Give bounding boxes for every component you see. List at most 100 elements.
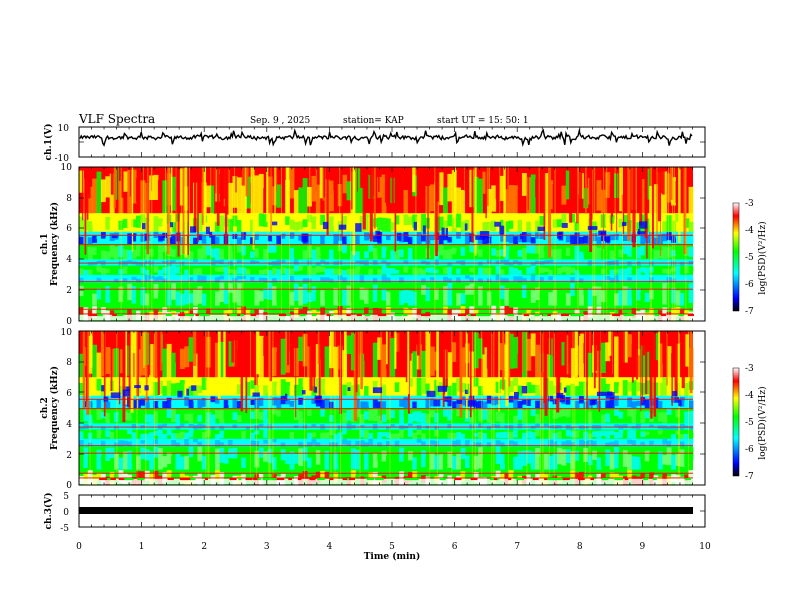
spectrogram-cell [412,351,418,388]
spectrogram-cell [96,260,102,264]
spectrogram-cell [179,293,185,316]
spectrogram-cell [688,221,694,239]
spectrogram-cell [364,270,369,278]
sferic-streak [225,331,229,371]
spectrogram-cell [118,430,124,439]
spectrogram-cell [600,439,606,447]
spectrogram-cell [311,286,317,302]
spectrogram-cell [381,401,387,412]
spectrogram-cell [561,441,567,446]
spectrogram-cell [565,293,571,313]
spectrogram-cell [105,401,111,410]
spectrogram-cell [399,447,405,462]
spectrogram-cell [605,400,611,411]
spectrogram-cell [407,236,413,249]
spectrogram-cell [614,440,619,447]
blue-patch [190,226,196,233]
spectrogram-cell [254,175,260,220]
sferic-streak [657,167,661,222]
spectrogram-cell [508,262,514,269]
spectrogram-cell [83,442,89,450]
spectrogram-cell [210,456,216,470]
spectrogram-cell [166,425,172,432]
spectrogram-cell [236,259,242,264]
spectrogram-cell [324,471,330,479]
spectrogram-cell [635,456,641,472]
spectrogram-cell [407,451,413,461]
spectrogram-cell [596,218,602,232]
spectrogram-cell [197,429,203,439]
spectrogram-cell [258,262,264,267]
spectrogram-cell [605,276,611,280]
spectrogram-cell [298,265,304,271]
spectrogram-cell [364,430,369,439]
spectrogram-cell [83,430,89,440]
spectrogram-cell [333,234,339,246]
spectrogram-cell [671,454,676,478]
spectrogram-cell [359,260,365,265]
spectrogram-cell [364,169,369,212]
sferic-streak [585,167,587,214]
spectrogram-cell [364,401,369,414]
ch1-colorbar [732,202,740,312]
spectrogram-cell [333,346,339,388]
spectrogram-cell [193,268,198,276]
spectrogram-cell [653,433,659,440]
spectrogram-cell [271,397,277,406]
low-noise [263,478,269,481]
spectrogram-cell [245,339,251,364]
spectrogram-cell [359,215,365,233]
spectrogram-cell [394,185,400,206]
spectrogram-cell [179,267,185,273]
spectrogram-cell [144,269,150,275]
spectrogram-cell [640,397,646,406]
sferic-streak [412,167,416,193]
spectrogram-cell [105,251,111,264]
spectrogram-cell [500,175,505,201]
spectrogram-cell [328,429,334,436]
spectrogram-cell [504,288,510,311]
ch1-cb-tick-7: -7 [745,307,754,317]
spectrogram-cell [171,383,176,401]
spectrogram-cell [232,176,238,208]
spectrogram-cell [517,385,523,399]
spectrogram-cell [171,176,176,211]
spectrogram-cell [574,400,580,412]
spectrogram-cell [570,277,576,285]
sferic-streak [611,331,613,374]
spectrogram-cell [662,246,668,260]
spectrogram-cell [289,451,295,472]
spectrogram-cell [263,439,269,444]
blue-patch [110,392,121,398]
spectrogram-cell [517,451,523,473]
spectrogram-cell [285,289,291,312]
spectrogram-cell [526,431,532,439]
spectrogram-cell [140,262,146,267]
spectrogram-cell [521,268,527,275]
spectrogram-cell [140,332,146,376]
spectrogram-cell [241,275,247,280]
spectrogram-cell [179,423,185,428]
spectrogram-cell [605,449,611,467]
spectrogram-cell [355,235,361,245]
spectrogram-cell [127,218,133,228]
spectrogram-cell [271,347,277,376]
sferic-streak [610,167,613,231]
spectrogram-cell [162,385,168,404]
spectrogram-cell [635,382,641,392]
spectrogram-cell [236,177,242,221]
spectrogram-cell [649,248,655,262]
ch1-ytick-min: -10 [55,154,70,164]
sferic-streak [103,331,106,417]
spectrogram-cell [250,251,255,258]
spectrogram-cell [478,249,483,257]
spectrogram-cell [447,408,453,421]
spectrogram-cell [206,278,212,283]
spectrogram-cell [153,470,159,481]
spectrogram-cell [434,412,440,423]
low-noise [342,478,348,481]
spectrogram-cell [179,379,185,397]
spectrogram-cell [219,381,225,390]
blue-patch [598,230,607,236]
spectrogram-cell [201,235,207,244]
